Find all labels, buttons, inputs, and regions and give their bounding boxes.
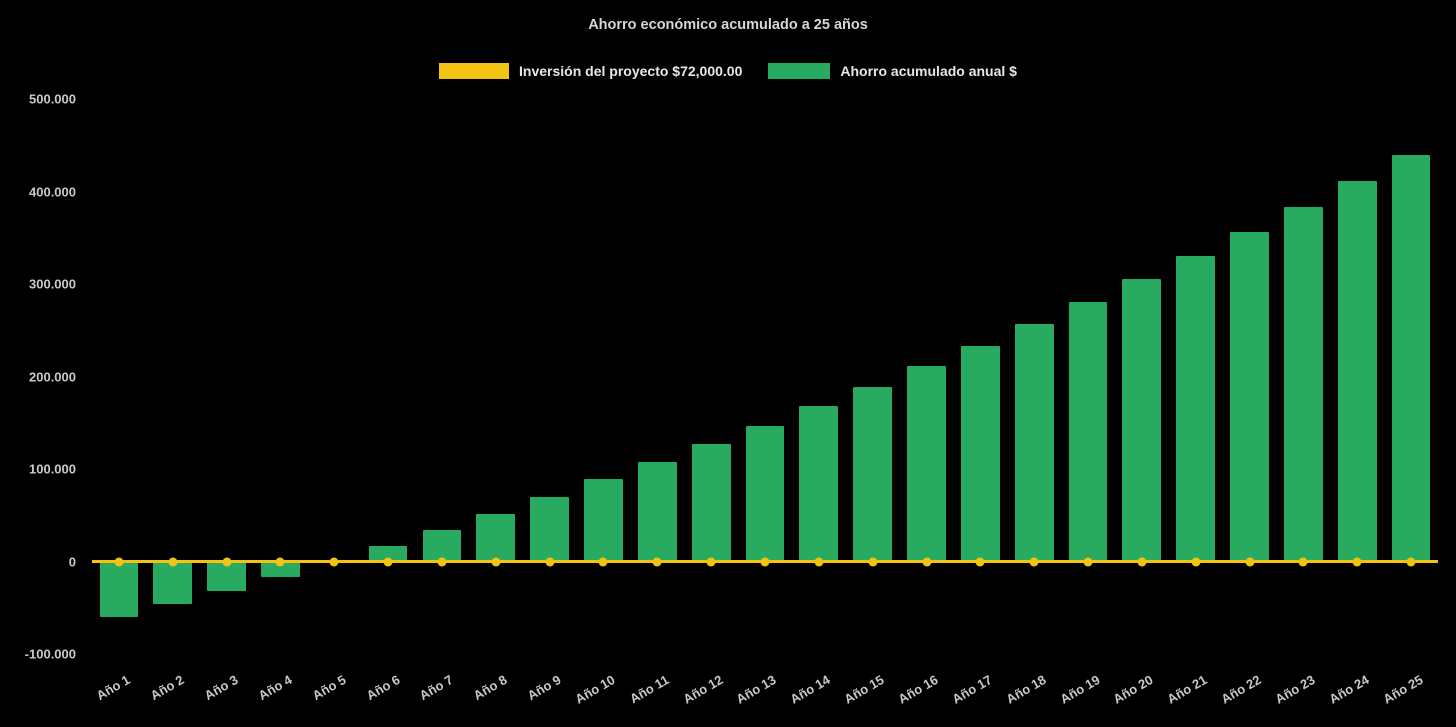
investment-line-marker[interactable]: [275, 557, 285, 566]
investment-line-marker[interactable]: [222, 557, 232, 566]
y-tick-label: -100.000: [24, 646, 76, 662]
y-tick-label: 100.000: [29, 461, 76, 477]
x-tick-label: Año 17: [949, 672, 995, 707]
bar[interactable]: [207, 561, 246, 592]
investment-line-marker[interactable]: [814, 557, 824, 566]
legend-swatch-savings: [768, 63, 831, 79]
investment-line-marker[interactable]: [1029, 557, 1039, 566]
investment-line-marker[interactable]: [868, 557, 878, 566]
legend-item-savings[interactable]: Ahorro acumulado anual $: [768, 63, 1017, 79]
bar[interactable]: [1014, 323, 1054, 562]
bar[interactable]: [691, 444, 731, 562]
x-tick-label: Año 1: [94, 672, 133, 704]
investment-line-marker[interactable]: [1137, 557, 1147, 566]
legend-swatch-investment: [439, 63, 510, 79]
investment-line-marker[interactable]: [383, 557, 393, 566]
x-tick-label: Año 7: [417, 672, 456, 704]
x-axis: Año 1 Año 2 Año 3 Año 4 Año 5 Año 6 Año 7 Año 8…: [92, 660, 1438, 720]
legend-label-savings: Ahorro acumulado anual $: [840, 63, 1017, 79]
bar[interactable]: [476, 514, 516, 562]
investment-line-marker[interactable]: [1352, 557, 1362, 566]
x-tick-label: Año 19: [1056, 672, 1102, 707]
x-tick-label: Año 21: [1164, 672, 1210, 707]
investment-line-marker[interactable]: [1298, 557, 1308, 566]
investment-line-marker[interactable]: [114, 557, 124, 566]
investment-line-marker[interactable]: [922, 557, 932, 566]
x-tick-label: Año 15: [841, 672, 887, 707]
bar[interactable]: [1284, 207, 1323, 562]
x-tick-label: Año 11: [626, 672, 672, 707]
bar[interactable]: [584, 479, 623, 562]
x-tick-label: Año 6: [363, 672, 403, 704]
plot-area: [92, 99, 1438, 654]
x-tick-label: Año 8: [470, 672, 510, 704]
investment-line-marker[interactable]: [652, 557, 662, 566]
investment-line-marker[interactable]: [329, 557, 339, 566]
y-tick-label: 300.000: [29, 276, 76, 292]
legend-label-investment: Inversión del proyecto $72,000.00: [519, 63, 743, 79]
x-tick-label: Año 3: [201, 672, 241, 704]
x-tick-label: Año 16: [895, 672, 941, 707]
x-tick-label: Año 14: [787, 672, 833, 707]
bar[interactable]: [1337, 181, 1377, 562]
x-tick-label: Año 25: [1379, 672, 1426, 707]
x-tick-label: Año 22: [1218, 672, 1264, 707]
bar[interactable]: [153, 561, 193, 605]
bar[interactable]: [368, 545, 408, 562]
investment-line-marker[interactable]: [1191, 557, 1201, 566]
bar[interactable]: [1391, 154, 1431, 562]
bar[interactable]: [1068, 301, 1108, 562]
legend: Inversión del proyecto $72,000.00 Ahorro…: [0, 63, 1456, 79]
bar[interactable]: [637, 461, 677, 562]
bar[interactable]: [1122, 279, 1162, 562]
y-axis: 500.000 400.000 300.000 200.000 100.000 0 -100…: [0, 92, 80, 662]
bar[interactable]: [422, 530, 462, 562]
investment-line-marker[interactable]: [598, 557, 608, 566]
x-tick-label: Año 2: [147, 672, 187, 704]
bar[interactable]: [960, 345, 1000, 562]
bar[interactable]: [907, 366, 946, 562]
bar[interactable]: [1230, 232, 1269, 562]
investment-line-marker[interactable]: [1245, 557, 1255, 566]
x-tick-label: Año 4: [255, 672, 295, 704]
bar[interactable]: [853, 386, 893, 562]
y-tick-label: 400.000: [29, 184, 76, 199]
investment-line-marker[interactable]: [706, 557, 716, 566]
x-tick-label: Año 18: [1003, 672, 1049, 707]
investment-line-marker[interactable]: [545, 557, 555, 566]
chart-title: Ahorro económico acumulado a 25 años: [588, 17, 868, 33]
bar[interactable]: [1176, 256, 1216, 562]
x-tick-label: Año 24: [1326, 672, 1372, 707]
bar[interactable]: [530, 496, 569, 562]
y-tick-label: 0: [68, 554, 76, 569]
bar[interactable]: [745, 425, 785, 562]
x-tick-label: Año 13: [733, 672, 779, 707]
bar[interactable]: [99, 561, 139, 617]
investment-line-marker[interactable]: [168, 557, 178, 566]
investment-line-marker[interactable]: [1406, 557, 1416, 566]
investment-line-marker[interactable]: [491, 557, 501, 566]
investment-line-marker[interactable]: [437, 557, 447, 566]
y-tick-label: 200.000: [29, 369, 76, 384]
x-tick-label: Año 20: [1110, 672, 1156, 707]
bar[interactable]: [261, 561, 300, 578]
investment-line-marker[interactable]: [975, 557, 985, 566]
bar[interactable]: [799, 406, 839, 562]
x-tick-label: Año 5: [309, 672, 349, 704]
x-tick-label: Año 23: [1272, 672, 1318, 707]
legend-item-investment[interactable]: Inversión del proyecto $72,000.00: [439, 63, 742, 79]
y-tick-label: 500.000: [29, 91, 76, 107]
investment-line-marker[interactable]: [760, 557, 770, 566]
x-tick-label: Año 12: [680, 672, 726, 707]
x-tick-label: Año 9: [524, 672, 564, 704]
x-tick-label: Año 10: [572, 672, 618, 707]
investment-line-marker[interactable]: [1083, 557, 1093, 566]
